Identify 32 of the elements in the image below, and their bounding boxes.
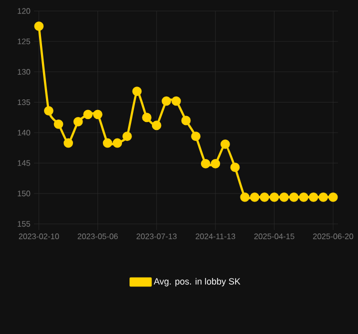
- point: [112, 138, 122, 148]
- point: [132, 86, 142, 96]
- point: [279, 192, 289, 202]
- point: [200, 158, 210, 168]
- point: [210, 158, 220, 168]
- point: [181, 116, 191, 126]
- point: [162, 96, 172, 106]
- point: [230, 162, 240, 172]
- point: [289, 192, 299, 202]
- point: [318, 192, 328, 202]
- point: [191, 132, 201, 142]
- legend-label: Avg. pos. in lobby SK: [154, 278, 240, 286]
- point: [152, 120, 162, 130]
- point: [64, 138, 74, 148]
- point: [102, 138, 112, 148]
- point: [270, 192, 279, 202]
- point: [122, 132, 132, 142]
- point: [171, 96, 181, 106]
- point: [308, 192, 318, 202]
- point: [73, 117, 83, 126]
- point: [83, 110, 93, 120]
- point: [240, 192, 250, 202]
- point: [44, 106, 54, 116]
- point: [328, 192, 338, 202]
- point: [260, 192, 270, 202]
- point: [34, 22, 44, 31]
- point: [93, 110, 102, 120]
- point: [220, 140, 230, 149]
- point: [54, 119, 64, 129]
- point: [250, 192, 260, 202]
- point: [142, 112, 152, 122]
- point: [298, 192, 308, 202]
